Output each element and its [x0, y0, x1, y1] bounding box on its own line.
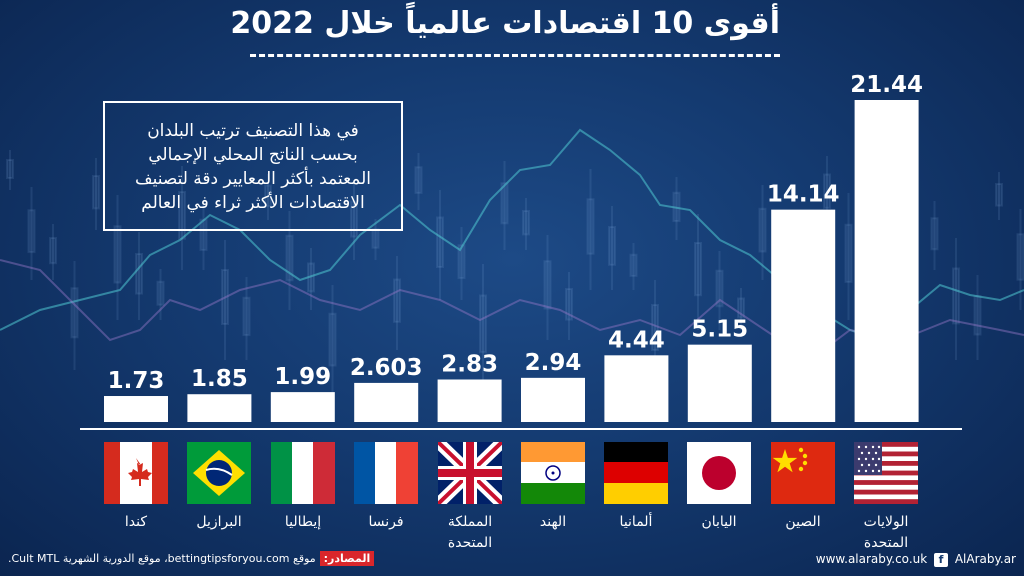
bar [771, 209, 836, 422]
country-label-france: فرنسا [368, 514, 404, 530]
bar [604, 355, 669, 422]
bar-value-label: 1.99 [274, 364, 331, 390]
country-label-india: الهند [539, 514, 567, 530]
bar-value-label: 21.44 [850, 72, 923, 98]
italy-flag-icon [271, 442, 335, 504]
info-line-1: في هذا التصنيف ترتيب البلدان [147, 121, 359, 141]
country-label-usa: الولايات المتحدة [863, 514, 909, 551]
info-box: في هذا التصنيف ترتيب البلدان بحسب الناتج… [103, 101, 403, 231]
country-label-uk: المملكة المتحدة [447, 514, 493, 551]
country-label-italy: إيطاليا [284, 514, 322, 530]
brazil-flag-icon [187, 442, 251, 504]
bar-value-label: 4.44 [608, 327, 665, 353]
bar-value-label: 14.14 [767, 182, 840, 208]
title-block: أقوى 10 اقتصادات عالمياً خلال 2022 [230, 4, 780, 58]
bar [354, 382, 419, 422]
france-flag-icon [354, 442, 418, 504]
chart-title: أقوى 10 اقتصادات عالمياً خلال 2022 [230, 6, 780, 41]
bar [187, 394, 252, 422]
bar-value-label: 2.83 [441, 351, 498, 377]
country-label-germany: ألمانيا [619, 514, 653, 530]
background-candles [6, 150, 1024, 400]
source-label: المصادر: [319, 551, 375, 566]
country-label-brazil: البرازيل [196, 514, 242, 530]
country-label-canada: كندا [124, 514, 148, 530]
uk-flag-icon [438, 442, 502, 504]
bar-value-label: 1.85 [191, 366, 248, 392]
bar [437, 379, 502, 422]
germany-flag-icon [604, 442, 668, 504]
site-credit: www.alaraby.co.uk f AlAraby.ar [816, 552, 1016, 567]
bar [270, 392, 335, 422]
usa-flag-icon [854, 442, 918, 504]
country-label-japan: اليابان [701, 514, 737, 530]
info-line-4: الاقتصادات الأكثر ثراء في العالم [141, 193, 365, 213]
source-credit: المصادر:موقع bettingtipsforyou.com، موقع… [8, 551, 375, 566]
facebook-icon: f [934, 553, 949, 567]
bar [854, 100, 919, 422]
bar-value-label: 5.15 [691, 317, 748, 343]
bar-value-label: 2.603 [350, 355, 423, 381]
info-line-2: بحسب الناتج المحلي الإجمالي [148, 145, 358, 165]
bar-value-label: 2.94 [525, 350, 582, 376]
info-line-3: المعتمد بأكثر المعايير دقة لتصنيف [134, 169, 372, 189]
china-flag-icon [771, 442, 835, 504]
site-url: www.alaraby.co.uk [815, 552, 928, 566]
canada-flag-icon [104, 442, 168, 504]
india-flag-icon [521, 442, 585, 504]
japan-flag-icon [687, 442, 751, 504]
source-text: موقع bettingtipsforyou.com، موقع الدورية… [8, 552, 316, 565]
bar [687, 344, 752, 422]
bar [521, 377, 585, 422]
title-underline [250, 54, 780, 57]
social-handle: AlAraby.ar [954, 552, 1016, 566]
country-label-china: الصين [785, 514, 821, 530]
bar-value-label: 1.73 [108, 368, 165, 394]
bar [104, 396, 168, 422]
chart-baseline [80, 428, 962, 430]
